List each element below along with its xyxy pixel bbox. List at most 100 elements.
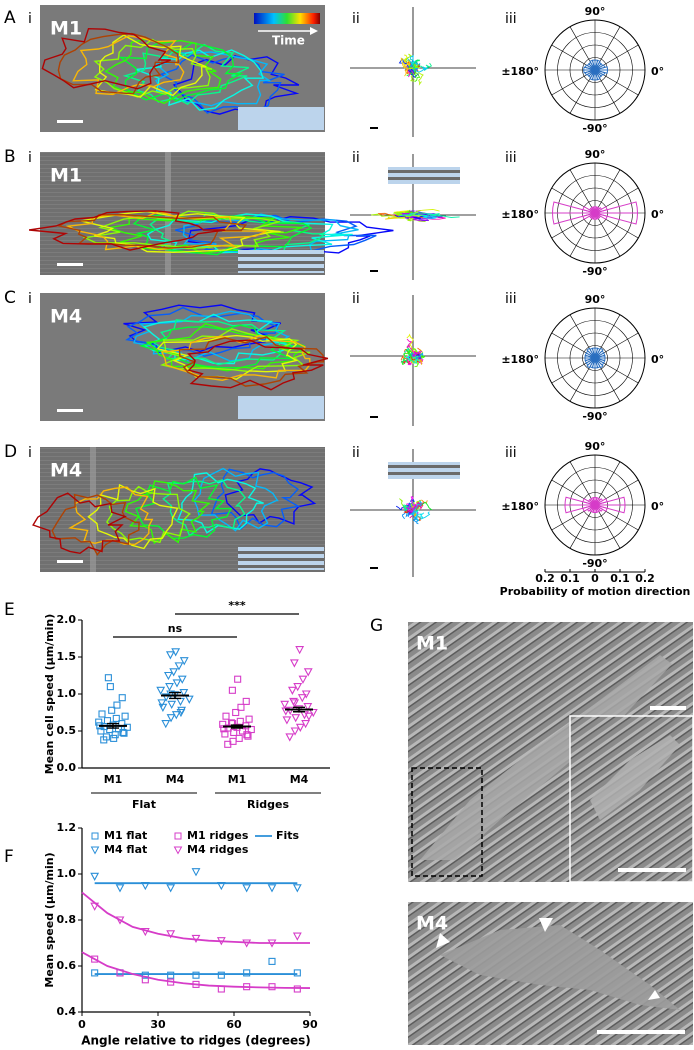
panel-letter: E: [4, 600, 15, 620]
sublabel: i: [28, 291, 32, 307]
trajectory: [409, 66, 419, 72]
cell-outline: [187, 339, 329, 391]
legend-marker: [173, 846, 183, 855]
y-tick-label: 1.0: [57, 867, 77, 880]
sublabel: i: [28, 11, 32, 27]
data-point: [303, 668, 313, 677]
trajectory: [412, 63, 420, 69]
cell-line-label: M4: [416, 913, 448, 935]
trajectory: [412, 502, 423, 511]
data-point: [176, 697, 185, 707]
cell-outline: [210, 468, 301, 531]
trajectory: [412, 59, 420, 69]
data-point: [304, 712, 314, 721]
data-point: [293, 683, 303, 692]
cell-outline: [41, 27, 171, 90]
panel-letter: D: [4, 442, 17, 462]
data-point: [157, 699, 167, 708]
data-point: [244, 732, 252, 740]
cell-outline: [118, 41, 244, 102]
data-point: [301, 720, 311, 729]
legend-marker: [90, 846, 100, 855]
trajectory: [412, 212, 460, 218]
sem-bar: [231, 724, 243, 729]
angle-label: ±180°: [501, 353, 539, 366]
arrowhead: [539, 918, 553, 932]
cell-outline: [224, 468, 317, 525]
legend-label: M1 ridges: [187, 829, 249, 842]
y-tick-label: 0.0: [57, 761, 77, 774]
cell-outline: [159, 328, 311, 373]
cell-line-label: M1: [50, 165, 82, 187]
data-point: [112, 714, 120, 722]
trajectory: [398, 58, 414, 69]
cell-outline: [87, 483, 179, 550]
angle-label: 0°: [651, 208, 664, 221]
data-point: [179, 688, 189, 698]
panel-letter: G: [370, 616, 383, 636]
data-point: [287, 686, 297, 695]
x-tick-label: M1: [228, 773, 247, 786]
angle-label: -90°: [582, 557, 607, 570]
data-point: [167, 978, 175, 986]
sublabel: iii: [505, 150, 517, 166]
trajectory: [405, 502, 415, 513]
cell-outline: [106, 485, 191, 544]
data-point: [165, 683, 174, 692]
data-point: [297, 694, 307, 703]
x-tick-label: 0.1: [560, 572, 580, 585]
data-point: [217, 985, 225, 993]
cell-outline: [142, 313, 298, 365]
data-point: [91, 969, 99, 977]
data-point: [116, 969, 124, 977]
trajectory: [410, 352, 424, 360]
legend-marker: [91, 832, 99, 840]
data-point: [161, 720, 171, 729]
trajectory: [411, 350, 423, 357]
rose-wedge: [551, 212, 596, 225]
scale-bar: [370, 416, 378, 418]
rose-wedge: [582, 212, 596, 220]
cell-outline: [162, 479, 247, 537]
data-point: [110, 734, 118, 742]
polar-spoke: [594, 504, 621, 549]
data-point: [243, 983, 251, 991]
fit-line: [81, 891, 310, 944]
cell-outline: [160, 334, 311, 382]
sublabel: iii: [505, 445, 517, 461]
cell-outline: [123, 304, 282, 354]
data-point: [165, 651, 175, 660]
x-axis-label: Probability of motion direction: [500, 585, 691, 598]
data-point: [280, 700, 290, 710]
polar-spoke: [569, 169, 596, 214]
legend-label: M4 ridges: [187, 843, 249, 856]
microscopy-images: [28, 5, 394, 572]
substrate-icon: [238, 107, 324, 130]
rose-wedge: [584, 69, 596, 76]
data-point: [301, 690, 311, 699]
cell-outline: [193, 467, 279, 532]
rose-wedge: [594, 498, 608, 506]
ridge-icon-stripe: [388, 465, 460, 468]
panel-letter: C: [4, 288, 16, 308]
cell-outline: [139, 324, 305, 369]
data-point: [290, 727, 300, 736]
arrowhead: [436, 933, 450, 948]
data-point: [282, 716, 292, 725]
data-point: [113, 701, 121, 709]
data-point: [90, 902, 100, 911]
data-point: [140, 927, 150, 937]
cell-outline: [125, 306, 279, 357]
sublabel: ii: [352, 150, 360, 166]
data-point: [115, 916, 125, 925]
substrate-icon: [388, 462, 460, 479]
data-point: [242, 939, 252, 948]
trajectory: [406, 338, 418, 357]
fit-line: [81, 951, 311, 989]
cell-outline: [122, 43, 250, 105]
x-tick-label: 0.2: [535, 572, 555, 585]
rose-wedge: [594, 64, 606, 71]
rose-wedge: [594, 357, 604, 369]
significance-label: ***: [228, 599, 246, 612]
cell-outline: [32, 492, 127, 555]
